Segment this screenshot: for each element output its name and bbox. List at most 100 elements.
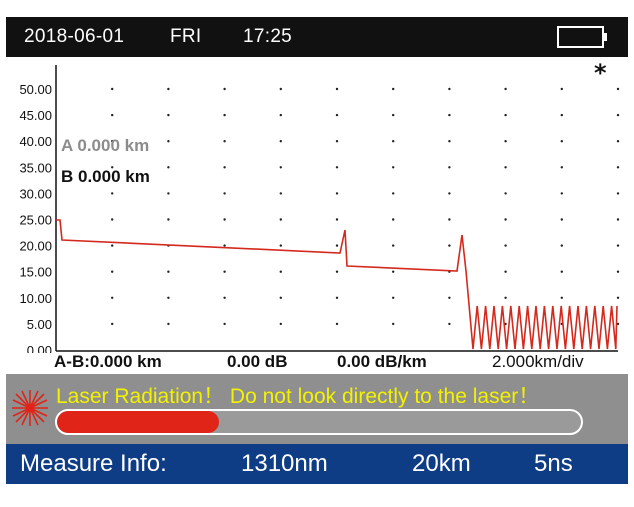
day-display: FRI [170,26,202,47]
grid-dot [448,166,451,169]
laser-warning-bar: Laser Radiation！ Do not look directly to… [6,374,628,444]
loss-value: 0.00 dB [227,352,288,371]
grid-dot [167,296,170,299]
grid-dot [504,166,507,169]
grid-dot [616,166,620,169]
grid-dot [167,140,170,143]
grid-dot [504,113,507,117]
grid-dot [167,218,170,221]
y-tick-label: 25.00 [19,213,52,228]
grid-dot [504,296,507,299]
grid-dot [448,87,451,91]
grid-dot [335,140,339,143]
grid-dot [223,113,226,117]
grid-dot [392,270,395,273]
y-tick-label: 50.00 [19,82,52,97]
trace-plot[interactable]: 50.00 45.00 40.00 35.00 30.00 25.00 20.00 15.00… [6,57,628,353]
y-tick-label: 5.00 [27,317,52,332]
grid-dot [223,270,226,273]
grid-dot [223,87,226,91]
grid-dot [560,270,563,273]
grid-dot [504,218,507,221]
grid-dot [223,296,226,299]
grid-dot [448,244,451,247]
a-b-distance: A-B:0.000 km [54,352,162,371]
attenuation-value: 0.00 dB/km [337,352,427,371]
time-display: 17:25 [243,26,293,47]
grid-dot [616,192,620,195]
y-tick-label: 30.00 [19,186,52,201]
grid-dot [616,270,620,273]
grid-dot [279,218,282,221]
grid-dot [560,113,563,117]
y-tick-label: 40.00 [19,134,52,149]
grid-dot [335,87,339,91]
trace-chart: 50.00 45.00 40.00 35.00 30.00 25.00 20.00 15.00… [19,65,620,353]
measurement-progress-bar [55,409,583,435]
grid-dot [167,113,170,117]
grid-dot [111,166,114,169]
cursor-b-label[interactable]: B 0.000 km [61,167,150,186]
scale-value: 2.000km/div [492,352,584,371]
grid-dot [560,192,563,195]
grid-dot [392,218,395,221]
grid-dot [335,322,339,326]
progress-fill [57,411,220,433]
grid-dot [448,296,451,299]
grid-dot [335,270,339,273]
wavelength-value[interactable]: 1310nm [241,450,328,477]
grid-dot [279,270,282,273]
range-value[interactable]: 20km [412,450,471,477]
grid-dot [392,192,395,195]
grid-dot [392,322,395,326]
y-tick-label: 45.00 [19,108,52,123]
grid-dot [560,87,563,91]
grid-dot [335,192,339,195]
grid-dot [111,244,114,247]
grid-dot [279,296,282,299]
grid-dot [223,192,226,195]
grid-dot [504,244,507,247]
grid-dot [335,166,339,169]
grid-dot [279,166,282,169]
y-tick-label: 0.00 [27,343,52,353]
grid-dot [560,296,563,299]
grid-dot [392,113,395,117]
grid-dot [616,322,620,326]
grid-dot [560,140,563,143]
grid-dot [616,296,620,299]
grid-dot [111,296,114,299]
grid-dot [392,244,395,247]
grid-dot [616,244,620,247]
grid-dot [392,140,395,143]
y-axis-ticks: 50.00 45.00 40.00 35.00 30.00 25.00 20.00 15.00… [19,82,52,353]
grid-dot [279,322,282,326]
grid-dot [560,166,563,169]
grid-dot [167,322,170,326]
y-tick-label: 10.00 [19,291,52,306]
grid-dot [448,113,451,117]
grid-dot [279,244,282,247]
grid-dot [616,87,620,91]
grid-dot [279,87,282,91]
grid-dot [560,244,563,247]
grid-dot [448,218,451,221]
grid-dots [111,87,620,326]
grid-dot [616,218,620,221]
grid-dot [448,140,451,143]
laser-warning-text: Laser Radiation！ Do not look directly to… [56,385,540,408]
pulse-width-value[interactable]: 5ns [534,450,573,477]
date-display: 2018-06-01 [24,26,125,47]
grid-dot [279,113,282,117]
cursor-a-label[interactable]: A 0.000 km [61,136,150,155]
grid-dot [223,166,226,169]
status-bar: 2018-06-01 FRI 17:25 [6,17,628,57]
grid-dot [335,296,339,299]
grid-dot [616,113,620,117]
grid-dot [223,140,226,143]
grid-dot [335,218,339,221]
grid-dot [504,140,507,143]
y-tick-label: 15.00 [19,265,52,280]
y-tick-label: 20.00 [19,239,52,254]
grid-dot [167,87,170,91]
